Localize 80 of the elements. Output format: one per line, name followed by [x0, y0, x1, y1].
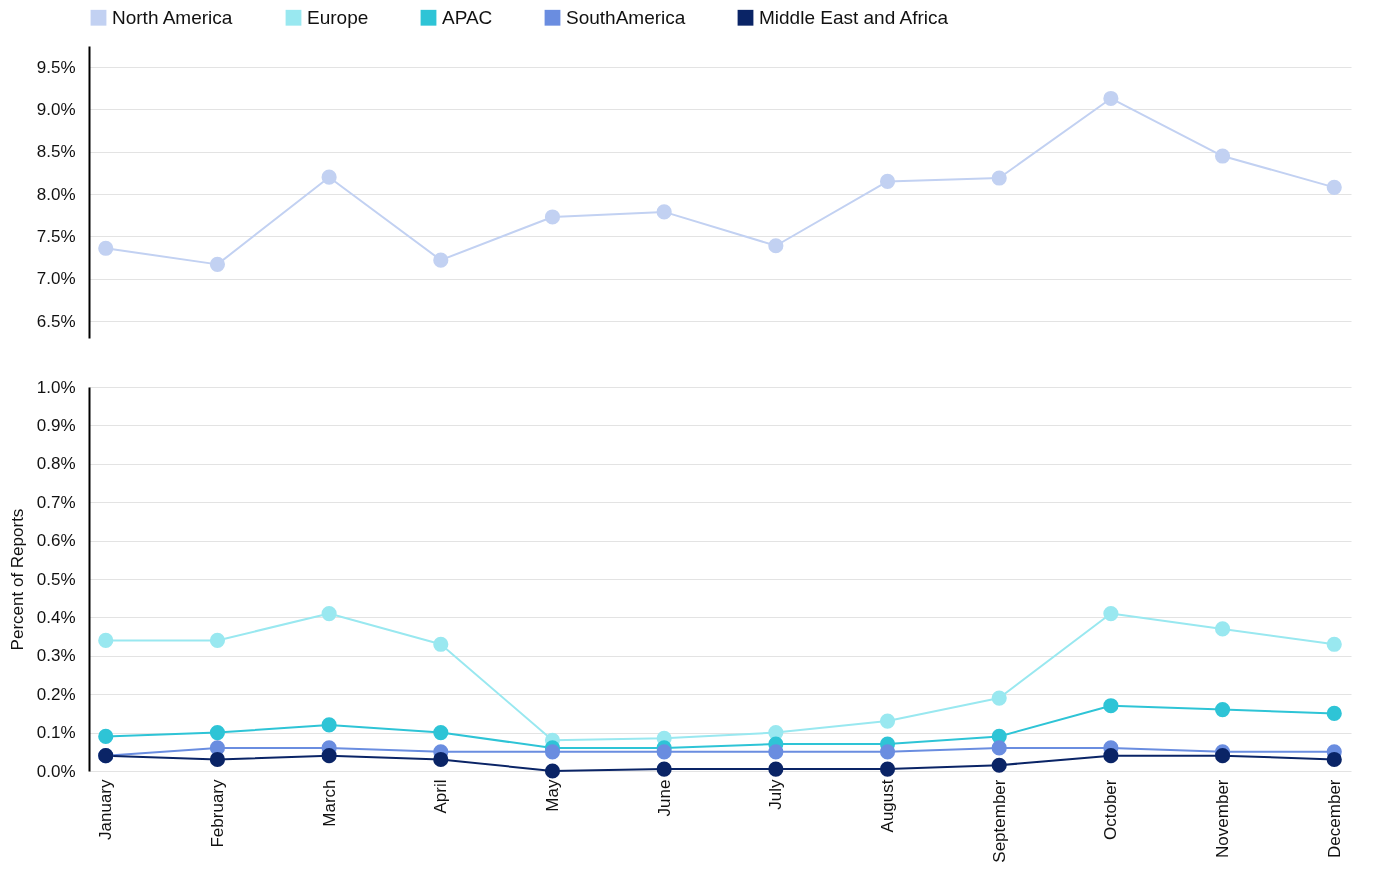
point — [98, 728, 114, 745]
point — [1326, 636, 1342, 652]
point — [656, 761, 672, 777]
point — [544, 763, 561, 779]
x-tick-label: November — [1213, 779, 1233, 858]
point — [209, 632, 226, 649]
y-tick-label: 0.6% — [36, 531, 76, 551]
x-tick-label: May — [542, 779, 562, 812]
point — [1214, 148, 1231, 164]
point — [1326, 705, 1342, 721]
point — [656, 204, 672, 220]
y-tick-label: 0.2% — [36, 684, 76, 704]
point — [768, 761, 784, 777]
y-tick-label: 0.7% — [36, 492, 76, 512]
point — [991, 690, 1007, 706]
point — [209, 725, 226, 741]
point — [1103, 748, 1119, 764]
y-tick-label: 9.5% — [36, 57, 76, 77]
point — [768, 238, 784, 254]
legend-label: Middle East and Africa — [759, 6, 949, 28]
point — [209, 751, 226, 768]
y-tick-label: 0.5% — [36, 569, 76, 589]
point — [1214, 621, 1231, 637]
point — [656, 744, 672, 760]
point — [879, 744, 896, 760]
point — [433, 751, 449, 768]
point — [321, 748, 337, 764]
point — [1326, 751, 1342, 768]
point — [209, 256, 226, 272]
x-tick-label: June — [654, 779, 674, 817]
point — [321, 169, 337, 185]
point — [991, 757, 1007, 773]
y-tick-label: 7.5% — [36, 226, 76, 246]
point — [321, 605, 337, 622]
legend-label: North America — [112, 6, 233, 28]
point — [991, 740, 1007, 756]
point — [879, 173, 896, 189]
point — [1103, 698, 1119, 714]
point — [879, 713, 896, 729]
y-tick-label: 0.3% — [36, 646, 76, 666]
x-tick-label: February — [207, 779, 227, 848]
y-tick-label: 0.9% — [36, 415, 76, 435]
point — [544, 744, 561, 760]
point — [433, 252, 449, 268]
x-tick-label: August — [878, 779, 898, 833]
y-tick-label: 1.0% — [36, 377, 76, 397]
point — [1214, 701, 1231, 718]
x-tick-label: January — [96, 779, 116, 840]
point — [768, 744, 784, 760]
y-tick-label: 0.4% — [36, 607, 76, 627]
legend-label: Europe — [307, 6, 369, 28]
y-tick-label: 0.0% — [36, 761, 76, 781]
x-tick-label: April — [431, 779, 451, 814]
point — [1103, 90, 1119, 107]
y-axis-title: Percent of Reports — [7, 508, 27, 651]
y-tick-label: 0.1% — [36, 723, 76, 743]
x-tick-label: October — [1101, 779, 1121, 840]
point — [98, 240, 114, 256]
point — [433, 636, 449, 652]
x-tick-label: March — [319, 779, 339, 827]
point — [1326, 179, 1342, 195]
legend-label: APAC — [442, 6, 493, 28]
point — [433, 725, 449, 741]
x-tick-label: December — [1324, 779, 1344, 858]
y-tick-label: 8.5% — [36, 142, 76, 162]
point — [991, 170, 1007, 186]
y-tick-label: 9.0% — [36, 99, 76, 119]
y-tick-label: 7.0% — [36, 269, 76, 289]
point — [98, 632, 114, 649]
y-tick-label: 0.8% — [36, 454, 76, 474]
point — [1103, 605, 1119, 622]
point — [1214, 748, 1231, 764]
y-tick-label: 8.0% — [36, 184, 76, 204]
point — [321, 717, 337, 733]
x-tick-label: September — [989, 779, 1009, 863]
point — [544, 209, 561, 225]
x-tick-label: July — [766, 779, 786, 810]
y-tick-label: 6.5% — [36, 311, 76, 331]
point — [879, 761, 896, 777]
legend-label: SouthAmerica — [566, 6, 686, 28]
